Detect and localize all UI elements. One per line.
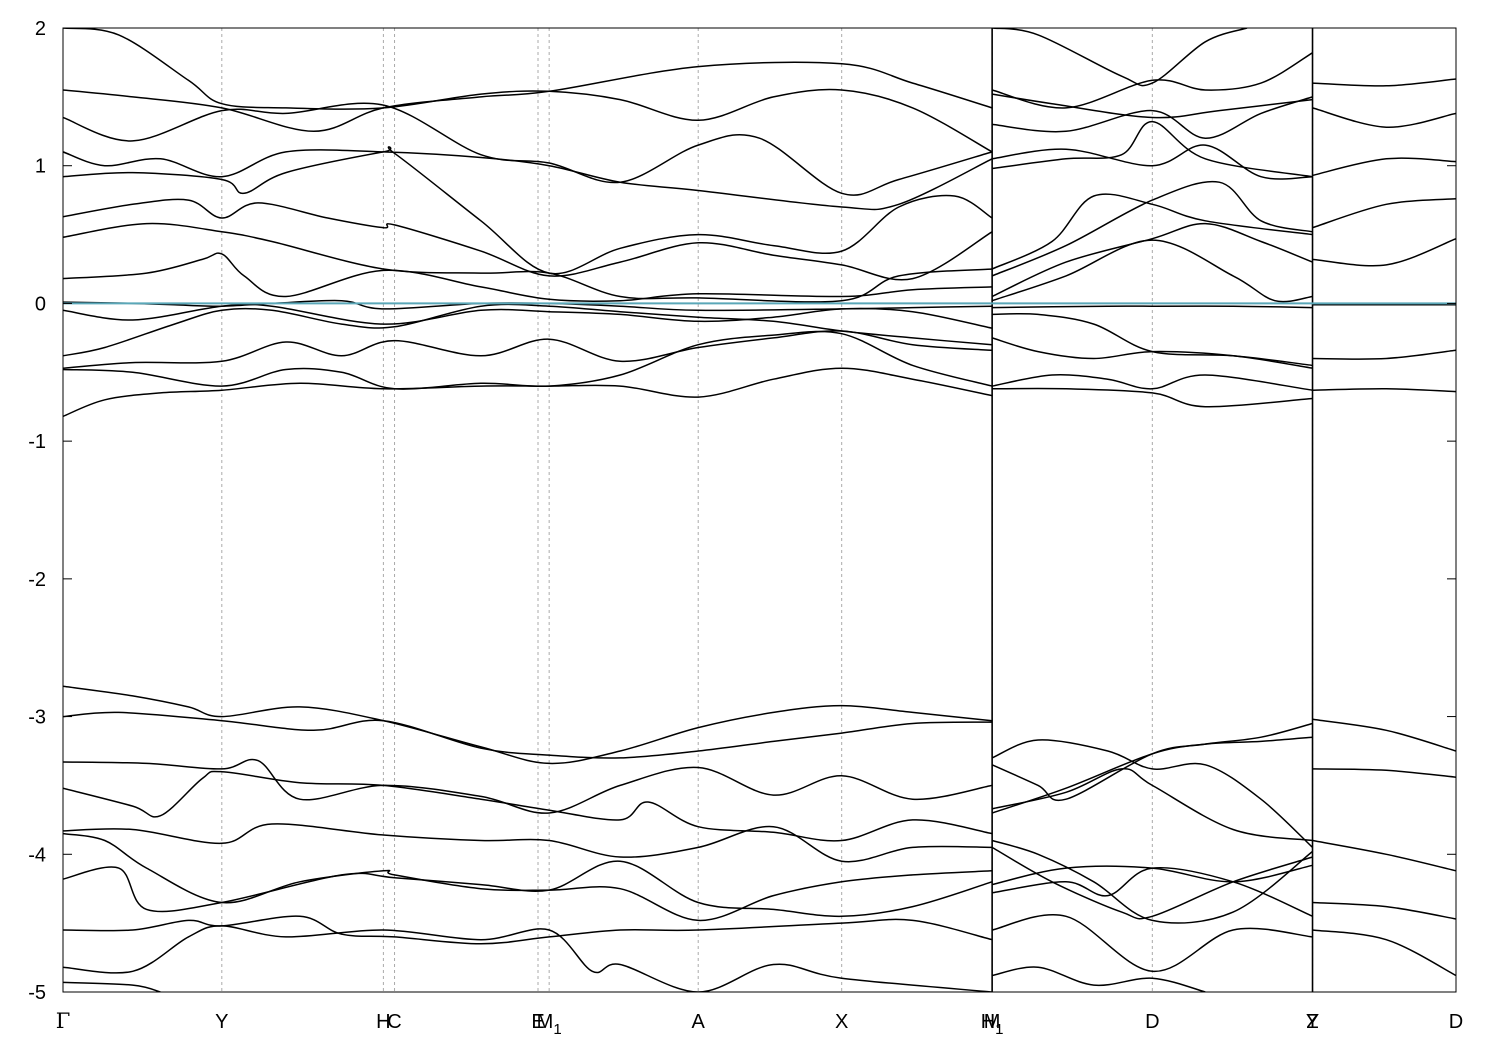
band-line-30	[991, 193, 1313, 270]
y-axis-ticks: -5 -4 -3 -2 -1 0 1 2	[28, 18, 1456, 1004]
x-tick-label-5: M1	[537, 1011, 562, 1038]
band-line-41	[991, 768, 1313, 842]
band-line-58	[1312, 768, 1456, 778]
band-line-29	[992, 120, 1313, 178]
band-line-50	[1312, 107, 1456, 128]
band-line-12	[63, 330, 993, 390]
band-line-6	[63, 222, 993, 303]
band-series	[63, 28, 1456, 992]
band-line-49	[1312, 78, 1456, 87]
x-tick-label-13: D	[1449, 1011, 1463, 1033]
band-line-32	[991, 222, 1313, 298]
band-line-21	[63, 915, 993, 945]
band-line-28	[992, 144, 1313, 180]
y-tick-label-0: -5	[28, 982, 46, 1004]
x-tick-label-4: E	[531, 1011, 544, 1033]
band-line-42	[991, 736, 1313, 814]
band-line-51	[1312, 157, 1456, 177]
band-line-34	[992, 305, 1313, 309]
band-line-56	[1312, 388, 1456, 393]
band-line-13	[63, 367, 993, 418]
band-line-10	[63, 303, 993, 357]
y-tick-label-2: -3	[28, 707, 46, 729]
band-line-3	[63, 149, 993, 211]
band-line-61	[1312, 929, 1456, 977]
x-tick-label-6: A	[692, 1011, 706, 1033]
band-line-57	[1312, 718, 1456, 752]
band-line-31	[991, 180, 1313, 277]
x-tick-label-7: X	[835, 1011, 848, 1033]
band-line-1	[63, 61, 993, 133]
band-line-19	[63, 832, 993, 922]
band-line-22	[63, 925, 993, 992]
x-tick-label-12: Y	[1306, 1011, 1319, 1033]
band-line-23	[63, 981, 161, 992]
band-line-2	[63, 102, 993, 196]
band-line-11	[63, 330, 993, 369]
band-line-44	[991, 846, 1313, 920]
band-line-59	[1312, 839, 1456, 872]
band-line-39	[991, 739, 1314, 848]
x-tick-label-11: Z	[1306, 1011, 1318, 1033]
x-tick-label-9: M	[984, 1011, 1001, 1033]
band-line-0	[63, 28, 993, 153]
band-line-16	[63, 758, 993, 814]
band-line-38	[992, 387, 1313, 408]
band-line-9	[63, 303, 993, 329]
x-tick-label-3: C	[387, 1011, 401, 1033]
x-tick-label-1: Y	[215, 1011, 228, 1033]
band-line-27	[992, 96, 1313, 139]
band-line-18	[63, 823, 993, 863]
band-line-52	[1312, 198, 1456, 229]
band-line-26	[991, 93, 1313, 119]
band-line-14	[63, 685, 993, 765]
y-tick-label-3: -2	[28, 569, 46, 591]
y-tick-label-6: 1	[35, 156, 46, 178]
band-line-20	[63, 860, 993, 918]
band-line-33	[991, 239, 1313, 303]
band-line-7	[63, 252, 993, 302]
y-tick-label-4: -1	[28, 431, 46, 453]
vertical-grid	[221, 28, 1314, 992]
band-line-48	[991, 966, 1206, 992]
x-tick-label-10: D	[1145, 1011, 1159, 1033]
band-line-35	[992, 312, 1313, 367]
y-tick-label-7: 2	[35, 18, 46, 40]
x-axis-ticks: Γ Y HC EM1 A X H1M D ZY D	[56, 1009, 1464, 1038]
x-tick-label-0: Γ	[56, 1009, 71, 1033]
plot-frame	[62, 27, 1457, 993]
band-line-53	[1312, 237, 1456, 267]
band-line-5	[63, 198, 993, 281]
band-line-36	[991, 337, 1313, 369]
band-line-17	[63, 770, 993, 842]
band-line-47	[991, 914, 1313, 973]
y-tick-label-1: -4	[28, 844, 46, 866]
band-line-46	[991, 866, 1313, 917]
segment-breaks	[991, 28, 1314, 992]
band-line-55	[1312, 349, 1456, 360]
band-line-24	[991, 28, 1248, 87]
y-tick-label-5: 0	[35, 293, 46, 315]
band-line-60	[1312, 901, 1456, 920]
band-line-25	[991, 52, 1313, 109]
band-line-43	[991, 839, 1313, 924]
x-tick-label-2: H	[376, 1011, 390, 1033]
band-line-37	[991, 374, 1313, 391]
band-line-4	[63, 146, 993, 275]
band-line-15	[63, 711, 993, 759]
